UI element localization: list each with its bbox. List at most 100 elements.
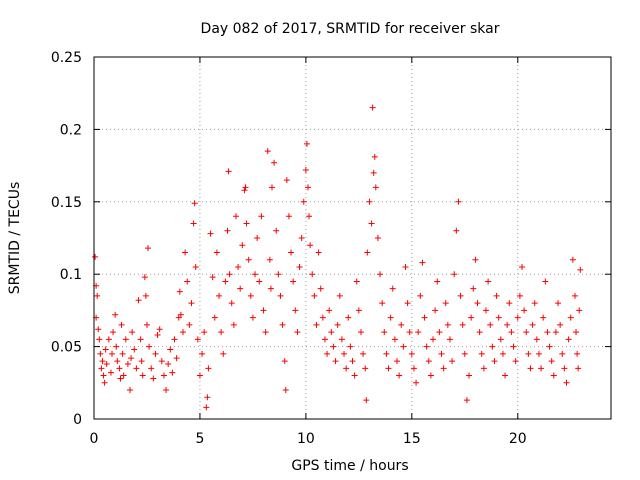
data-point [552,329,559,336]
data-point [303,140,310,147]
data-point [474,300,481,307]
data-point [235,263,242,270]
data-point [417,292,424,299]
data-point [241,187,248,194]
data-point [531,300,538,307]
data-point [319,314,326,321]
data-point [283,177,290,184]
data-point [98,365,105,372]
data-point [480,365,487,372]
data-point [544,329,551,336]
data-point [196,372,203,379]
data-point [363,397,370,404]
data-point [213,249,220,256]
data-point [482,307,489,314]
grid [94,57,611,419]
data-point [182,249,189,256]
data-point [523,329,530,336]
data-point [366,198,373,205]
data-point [440,365,447,372]
data-point [95,326,102,333]
data-point [216,292,223,299]
chart-title: Day 082 of 2017, SRMTID for receiver ska… [201,21,500,37]
data-point [550,372,557,379]
data-point [514,314,521,321]
data-point [540,314,547,321]
data-point [574,350,581,357]
data-point [220,350,227,357]
data-points [92,104,584,411]
data-point [573,329,580,336]
data-point [555,300,562,307]
data-point [569,256,576,263]
data-point [313,321,320,328]
data-point [167,346,174,353]
data-point [305,184,312,191]
data-point [351,372,358,379]
data-point [449,358,456,365]
data-point [224,227,231,234]
data-point [266,256,273,263]
data-point [311,292,318,299]
data-point [512,358,519,365]
data-point [347,343,354,350]
data-point [260,307,267,314]
data-point [391,336,398,343]
data-point [190,220,197,227]
data-point [281,358,288,365]
data-point [239,242,246,249]
data-point [186,321,193,328]
data-point [444,321,451,328]
x-tick-label: 15 [403,431,421,447]
data-point [145,245,152,252]
data-point [109,350,116,357]
data-point [300,198,307,205]
data-point [546,343,553,350]
data-point [137,336,144,343]
data-point [177,311,184,318]
data-point [368,220,375,227]
data-point [139,372,146,379]
data-point [451,271,458,278]
data-point [357,329,364,336]
data-point [114,358,121,365]
data-point [538,365,545,372]
data-point [385,365,392,372]
data-point [298,235,305,241]
data-point [575,365,582,372]
data-point [191,200,198,207]
data-point [201,329,208,336]
data-point [408,350,415,357]
data-point [567,314,574,321]
data-point [273,227,280,234]
data-point [364,249,371,256]
data-point [527,365,534,372]
data-point [306,213,313,220]
data-point [423,343,430,350]
data-point [324,350,331,357]
data-point [228,300,235,307]
data-point [393,358,400,365]
data-point [343,365,350,372]
data-point [271,159,278,166]
data-point [508,329,515,336]
data-point [247,292,254,299]
data-point [446,336,453,343]
data-point [430,336,437,343]
data-point [264,148,271,155]
data-point [184,278,191,285]
data-point [211,314,218,321]
data-point [387,314,394,321]
data-point [336,292,343,299]
data-point [495,314,502,321]
data-point [107,369,114,376]
data-point [328,329,335,336]
data-point [571,292,578,299]
data-point [258,213,265,220]
data-point [419,259,426,266]
data-point [204,394,211,401]
data-point [396,372,403,379]
data-point [557,321,564,328]
data-point [548,358,555,365]
data-point [374,235,381,241]
